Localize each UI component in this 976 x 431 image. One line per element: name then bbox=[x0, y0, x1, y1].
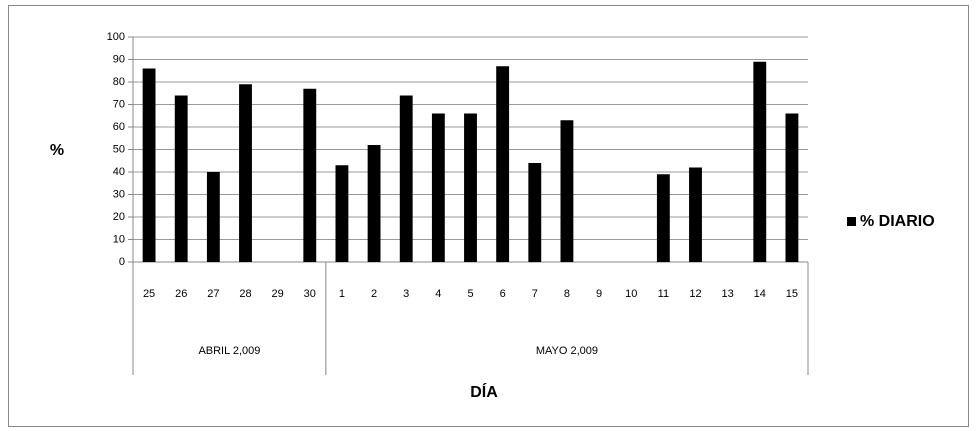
y-tick-label: 0 bbox=[119, 256, 125, 268]
bar bbox=[656, 174, 670, 262]
y-tick-label: 10 bbox=[113, 233, 125, 245]
x-tick-label: 11 bbox=[658, 288, 669, 300]
bar bbox=[174, 95, 188, 262]
bar bbox=[239, 84, 252, 262]
bar bbox=[785, 113, 799, 262]
y-axis-label: % bbox=[50, 142, 64, 159]
group-label: ABRIL 2,009 bbox=[198, 345, 260, 357]
bar bbox=[528, 163, 542, 262]
x-tick-label: 5 bbox=[467, 288, 473, 300]
x-tick-label: 28 bbox=[239, 288, 251, 300]
x-tick-label: 4 bbox=[435, 288, 441, 300]
y-tick-label: 40 bbox=[113, 166, 125, 178]
x-tick-label: 1 bbox=[339, 288, 345, 300]
y-tick-label: 70 bbox=[113, 98, 125, 110]
bar bbox=[367, 145, 381, 262]
group-label: MAYO 2,009 bbox=[536, 345, 598, 357]
x-tick-label: 30 bbox=[304, 288, 316, 300]
bar bbox=[464, 113, 477, 262]
x-tick-label: 7 bbox=[532, 288, 538, 300]
x-tick-label: 29 bbox=[272, 288, 284, 300]
y-tick-label: 80 bbox=[113, 76, 125, 88]
y-tick-label: 90 bbox=[113, 53, 125, 65]
bar bbox=[431, 113, 445, 262]
x-tick-label: 15 bbox=[786, 288, 798, 300]
y-tick-label: 30 bbox=[113, 188, 125, 200]
x-tick-label: 9 bbox=[596, 288, 602, 300]
bar bbox=[399, 95, 413, 262]
bar bbox=[142, 68, 156, 262]
x-tick-label: 6 bbox=[500, 288, 506, 300]
x-tick-label: 25 bbox=[143, 288, 155, 300]
bar bbox=[303, 88, 317, 262]
x-tick-label: 10 bbox=[625, 288, 637, 300]
bar bbox=[753, 61, 767, 262]
x-tick-label: 8 bbox=[564, 288, 570, 300]
y-tick-label: 100 bbox=[107, 31, 125, 43]
bar bbox=[689, 167, 702, 262]
bar bbox=[496, 66, 510, 262]
x-tick-label: 13 bbox=[722, 288, 734, 300]
y-tick-label: 50 bbox=[113, 143, 125, 155]
legend-swatch bbox=[847, 217, 856, 226]
x-tick-label: 12 bbox=[689, 288, 701, 300]
x-tick-label: 27 bbox=[207, 288, 219, 300]
bar bbox=[560, 120, 574, 262]
x-tick-label: 2 bbox=[371, 288, 377, 300]
bar bbox=[206, 172, 220, 262]
y-tick-label: 60 bbox=[113, 121, 125, 133]
legend-label: % DIARIO bbox=[860, 213, 935, 230]
x-tick-label: 3 bbox=[403, 288, 409, 300]
x-tick-label: 26 bbox=[175, 288, 187, 300]
x-tick-label: 14 bbox=[754, 288, 766, 300]
y-tick-label: 20 bbox=[113, 211, 125, 223]
x-axis-label: DÍA bbox=[470, 382, 498, 401]
bar bbox=[335, 165, 349, 262]
